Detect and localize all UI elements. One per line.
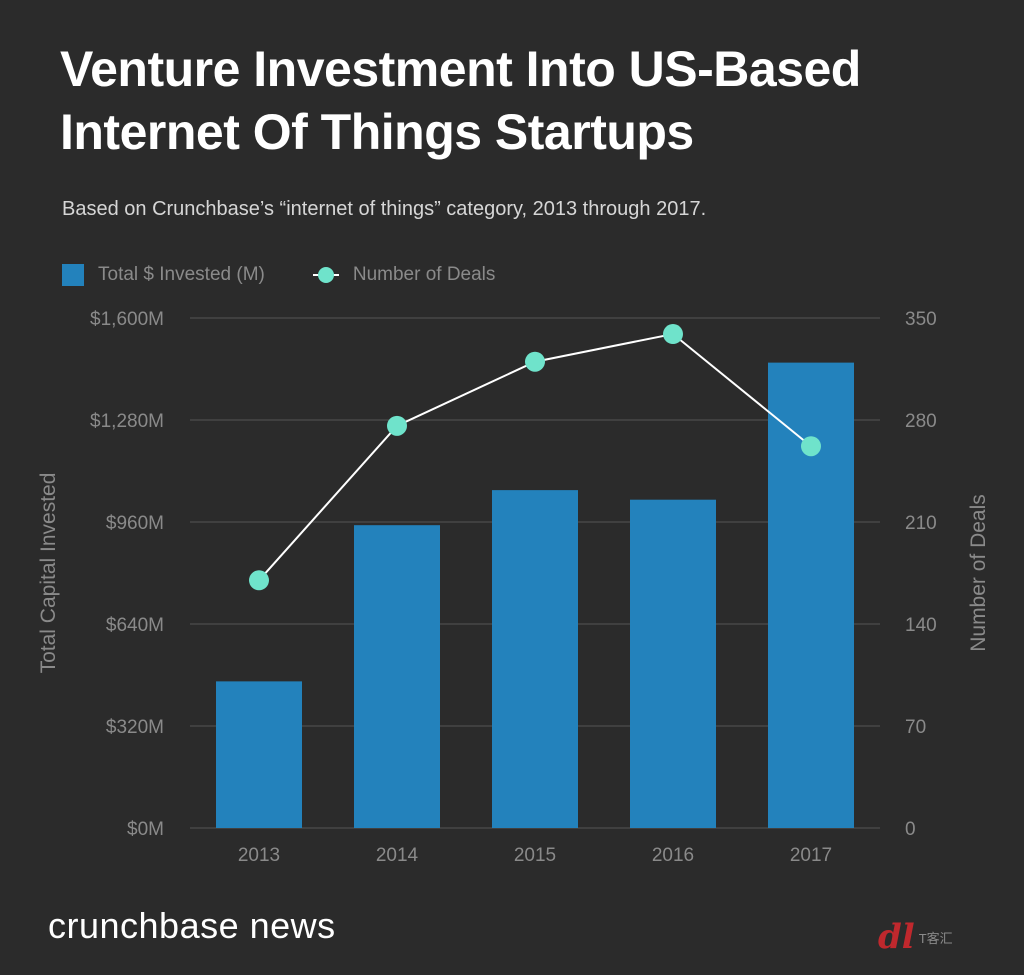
bar: [216, 681, 302, 828]
chart-subtitle: Based on Crunchbase’s “internet of thing…: [62, 198, 707, 220]
x-tick-label: 2013: [238, 845, 280, 866]
legend-bar-swatch: [62, 264, 84, 286]
legend-label-deals: Number of Deals: [352, 264, 496, 285]
brand-logo-text: crunchbase news: [48, 905, 336, 946]
deals-point: [525, 351, 545, 372]
watermark-text: T客汇: [918, 930, 953, 946]
x-tick-label: 2017: [790, 845, 832, 866]
bar: [630, 499, 716, 828]
chart-title: Venture Investment Into US-Based Interne…: [60, 41, 861, 160]
legend-line-swatch: [312, 267, 339, 283]
y2-tick-label: 70: [905, 717, 926, 738]
deals-point: [387, 415, 407, 436]
y-tick-label: $320M: [106, 717, 164, 738]
y2-tick-label: 280: [905, 411, 937, 432]
deals-point: [249, 570, 269, 591]
y2-tick-label: 140: [905, 615, 937, 636]
y-tick-label: $1,280M: [90, 411, 164, 432]
y-tick-label: $960M: [106, 513, 164, 534]
watermark: dl T客汇: [878, 920, 953, 954]
y2-tick-label: 210: [905, 513, 937, 534]
legend-label-invested: Total $ Invested (M): [98, 264, 265, 285]
y2-tick-label: 350: [905, 309, 937, 330]
bar: [354, 525, 440, 828]
x-tick-label: 2015: [514, 845, 556, 866]
y-tick-label: $1,600M: [90, 309, 164, 330]
legend: Total $ Invested (M) Number of Deals: [62, 262, 543, 288]
bar: [492, 490, 578, 828]
watermark-logo: dl: [878, 917, 915, 957]
y2-axis-title: Number of Deals: [967, 494, 990, 652]
y2-tick-label: 0: [905, 819, 916, 840]
legend-item-deals: Number of Deals: [312, 264, 496, 286]
y-tick-label: $640M: [106, 615, 164, 636]
deals-point: [801, 436, 821, 457]
x-tick-label: 2016: [652, 845, 694, 866]
legend-item-invested: Total $ Invested (M): [62, 264, 265, 286]
deals-point: [663, 324, 683, 345]
bar: [768, 362, 854, 828]
x-tick-label: 2014: [376, 845, 419, 866]
y-tick-label: $0M: [127, 819, 164, 840]
y-axis-title: Total Capital Invested: [37, 473, 60, 674]
